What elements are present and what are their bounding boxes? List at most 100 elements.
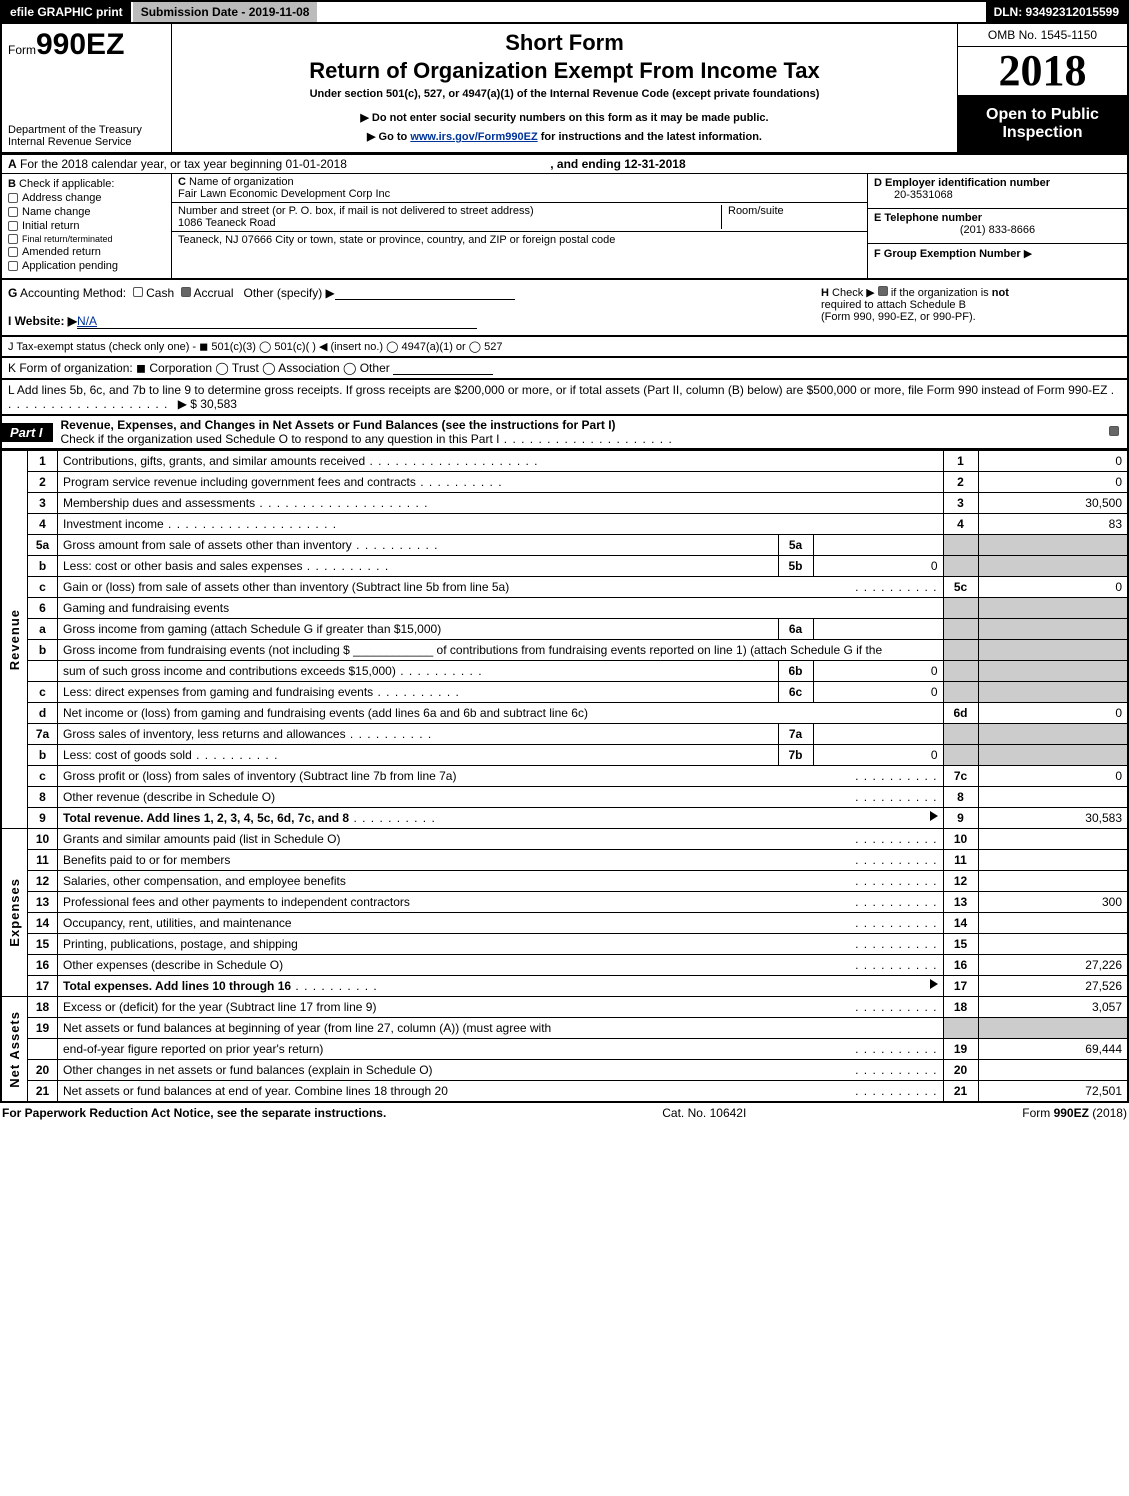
part-1-subtitle: Check if the organization used Schedule … <box>61 432 500 446</box>
desc-text: Contributions, gifts, grants, and simila… <box>63 454 365 468</box>
part-1-title: Revenue, Expenses, and Changes in Net As… <box>53 416 1101 448</box>
group-exemption-cell: F Group Exemption Number ▶ <box>868 244 1127 278</box>
tax-year: 2018 <box>958 47 1127 96</box>
dots <box>396 664 483 678</box>
col-val: 30,583 <box>978 808 1128 829</box>
h-label: H <box>821 287 829 299</box>
table-row: 9 Total revenue. Add lines 1, 2, 3, 4, 5… <box>1 808 1128 829</box>
desc: Gross profit or (loss) from sales of inv… <box>58 766 944 787</box>
desc: Occupancy, rent, utilities, and maintena… <box>58 913 944 934</box>
g-other-input[interactable] <box>335 287 515 300</box>
website-value[interactable]: N/A <box>77 314 477 329</box>
dots <box>855 1042 937 1056</box>
lineno: 18 <box>28 997 58 1018</box>
col-no: 16 <box>943 955 978 976</box>
col-val <box>978 829 1128 850</box>
mini-val: 0 <box>813 682 943 703</box>
form-header: Form990EZ Department of the Treasury Int… <box>0 22 1129 155</box>
arrow-icon <box>930 979 938 989</box>
desc-text: Benefits paid to or for members <box>63 853 230 867</box>
ein-cell: D Employer identification number 20-3531… <box>868 174 1127 209</box>
col-no: 18 <box>943 997 978 1018</box>
chk-address-change[interactable]: Address change <box>8 192 165 204</box>
desc-text: Gross profit or (loss) from sales of inv… <box>63 769 456 783</box>
lineno: 10 <box>28 829 58 850</box>
chk-amended-return[interactable]: Amended return <box>8 246 165 258</box>
dots <box>855 895 937 909</box>
col-no: 14 <box>943 913 978 934</box>
lineno: d <box>28 703 58 724</box>
g-other: Other (specify) ▶ <box>244 286 335 300</box>
desc: Benefits paid to or for members <box>58 850 944 871</box>
irs-link[interactable]: www.irs.gov/Form990EZ <box>410 131 537 143</box>
table-row: c Gross profit or (loss) from sales of i… <box>1 766 1128 787</box>
lineno: 4 <box>28 514 58 535</box>
k-other-input[interactable] <box>393 362 493 375</box>
lineno: 19 <box>28 1018 58 1039</box>
table-row: 13 Professional fees and other payments … <box>1 892 1128 913</box>
mini-no: 6a <box>778 619 813 640</box>
desc-text: Less: cost of goods sold <box>63 748 192 762</box>
chk-name-change[interactable]: Name change <box>8 206 165 218</box>
col-no-shade <box>943 535 978 556</box>
line-g: G Accounting Method: Cash Accrual Other … <box>8 286 821 300</box>
org-name-value: Fair Lawn Economic Development Corp Inc <box>178 188 390 200</box>
table-row: 3 Membership dues and assessments 3 30,5… <box>1 493 1128 514</box>
dots <box>855 916 937 930</box>
dots <box>855 580 937 594</box>
chk-label: Amended return <box>22 246 101 258</box>
desc-text: Professional fees and other payments to … <box>63 895 410 909</box>
checkbox-icon <box>8 207 18 217</box>
dots <box>855 1000 937 1014</box>
desc-text: Grants and similar amounts paid (list in… <box>63 832 340 846</box>
g-cash: Cash <box>146 286 174 300</box>
col-no: 9 <box>943 808 978 829</box>
sub-title: Under section 501(c), 527, or 4947(a)(1)… <box>180 88 949 100</box>
lineno: 14 <box>28 913 58 934</box>
f-label: F Group Exemption Number <box>874 248 1021 260</box>
checkbox-icon <box>8 221 18 231</box>
mini-val: 0 <box>813 556 943 577</box>
desc: Total expenses. Add lines 10 through 16 <box>58 976 944 997</box>
col-val-shade <box>978 724 1128 745</box>
part-1-checkbox[interactable] <box>1101 423 1127 441</box>
desc: Net assets or fund balances at beginning… <box>58 1018 944 1039</box>
line-j: J Tax-exempt status (check only one) - ◼… <box>0 337 1129 358</box>
col-val: 72,501 <box>978 1081 1128 1103</box>
b-text: Check if applicable: <box>19 178 114 190</box>
ein-value: 20-3531068 <box>894 189 953 201</box>
line-a: A For the 2018 calendar year, or tax yea… <box>0 155 1129 174</box>
dots <box>192 748 279 762</box>
chk-initial-return[interactable]: Initial return <box>8 220 165 232</box>
mini-val: 0 <box>813 745 943 766</box>
col-val: 27,226 <box>978 955 1128 976</box>
desc-text: end-of-year figure reported on prior yea… <box>63 1042 323 1056</box>
col-val: 0 <box>978 472 1128 493</box>
efile-print-button[interactable]: efile GRAPHIC print <box>2 2 133 22</box>
desc: Printing, publications, postage, and shi… <box>58 934 944 955</box>
radio-cash[interactable] <box>133 287 143 297</box>
col-val: 83 <box>978 514 1128 535</box>
footer-mid: Cat. No. 10642I <box>662 1106 746 1120</box>
revenue-section-label: Revenue <box>1 451 28 829</box>
desc: Gross income from gaming (attach Schedul… <box>58 619 779 640</box>
chk-final-return[interactable]: Final return/terminated <box>8 234 165 244</box>
open-public-1: Open to Public <box>960 106 1125 124</box>
dots <box>855 937 937 951</box>
org-name-row: C Name of organization Fair Lawn Economi… <box>172 174 867 203</box>
h-checkbox[interactable] <box>878 286 888 296</box>
chk-application-pending[interactable]: Application pending <box>8 260 165 272</box>
col-val-shade <box>978 682 1128 703</box>
open-public-badge: Open to Public Inspection <box>958 96 1127 152</box>
line-l: L Add lines 5b, 6c, and 7b to line 9 to … <box>0 380 1129 416</box>
netassets-section-label: Net Assets <box>1 997 28 1103</box>
desc: Program service revenue including govern… <box>58 472 944 493</box>
desc-text: Net assets or fund balances at end of ye… <box>63 1084 448 1098</box>
expenses-section-label: Expenses <box>1 829 28 997</box>
radio-accrual[interactable] <box>181 287 191 297</box>
mini-val: 0 <box>813 661 943 682</box>
lineno: c <box>28 577 58 598</box>
mini-no: 7a <box>778 724 813 745</box>
e-label: E Telephone number <box>874 212 982 224</box>
address-row: Number and street (or P. O. box, if mail… <box>172 203 867 232</box>
